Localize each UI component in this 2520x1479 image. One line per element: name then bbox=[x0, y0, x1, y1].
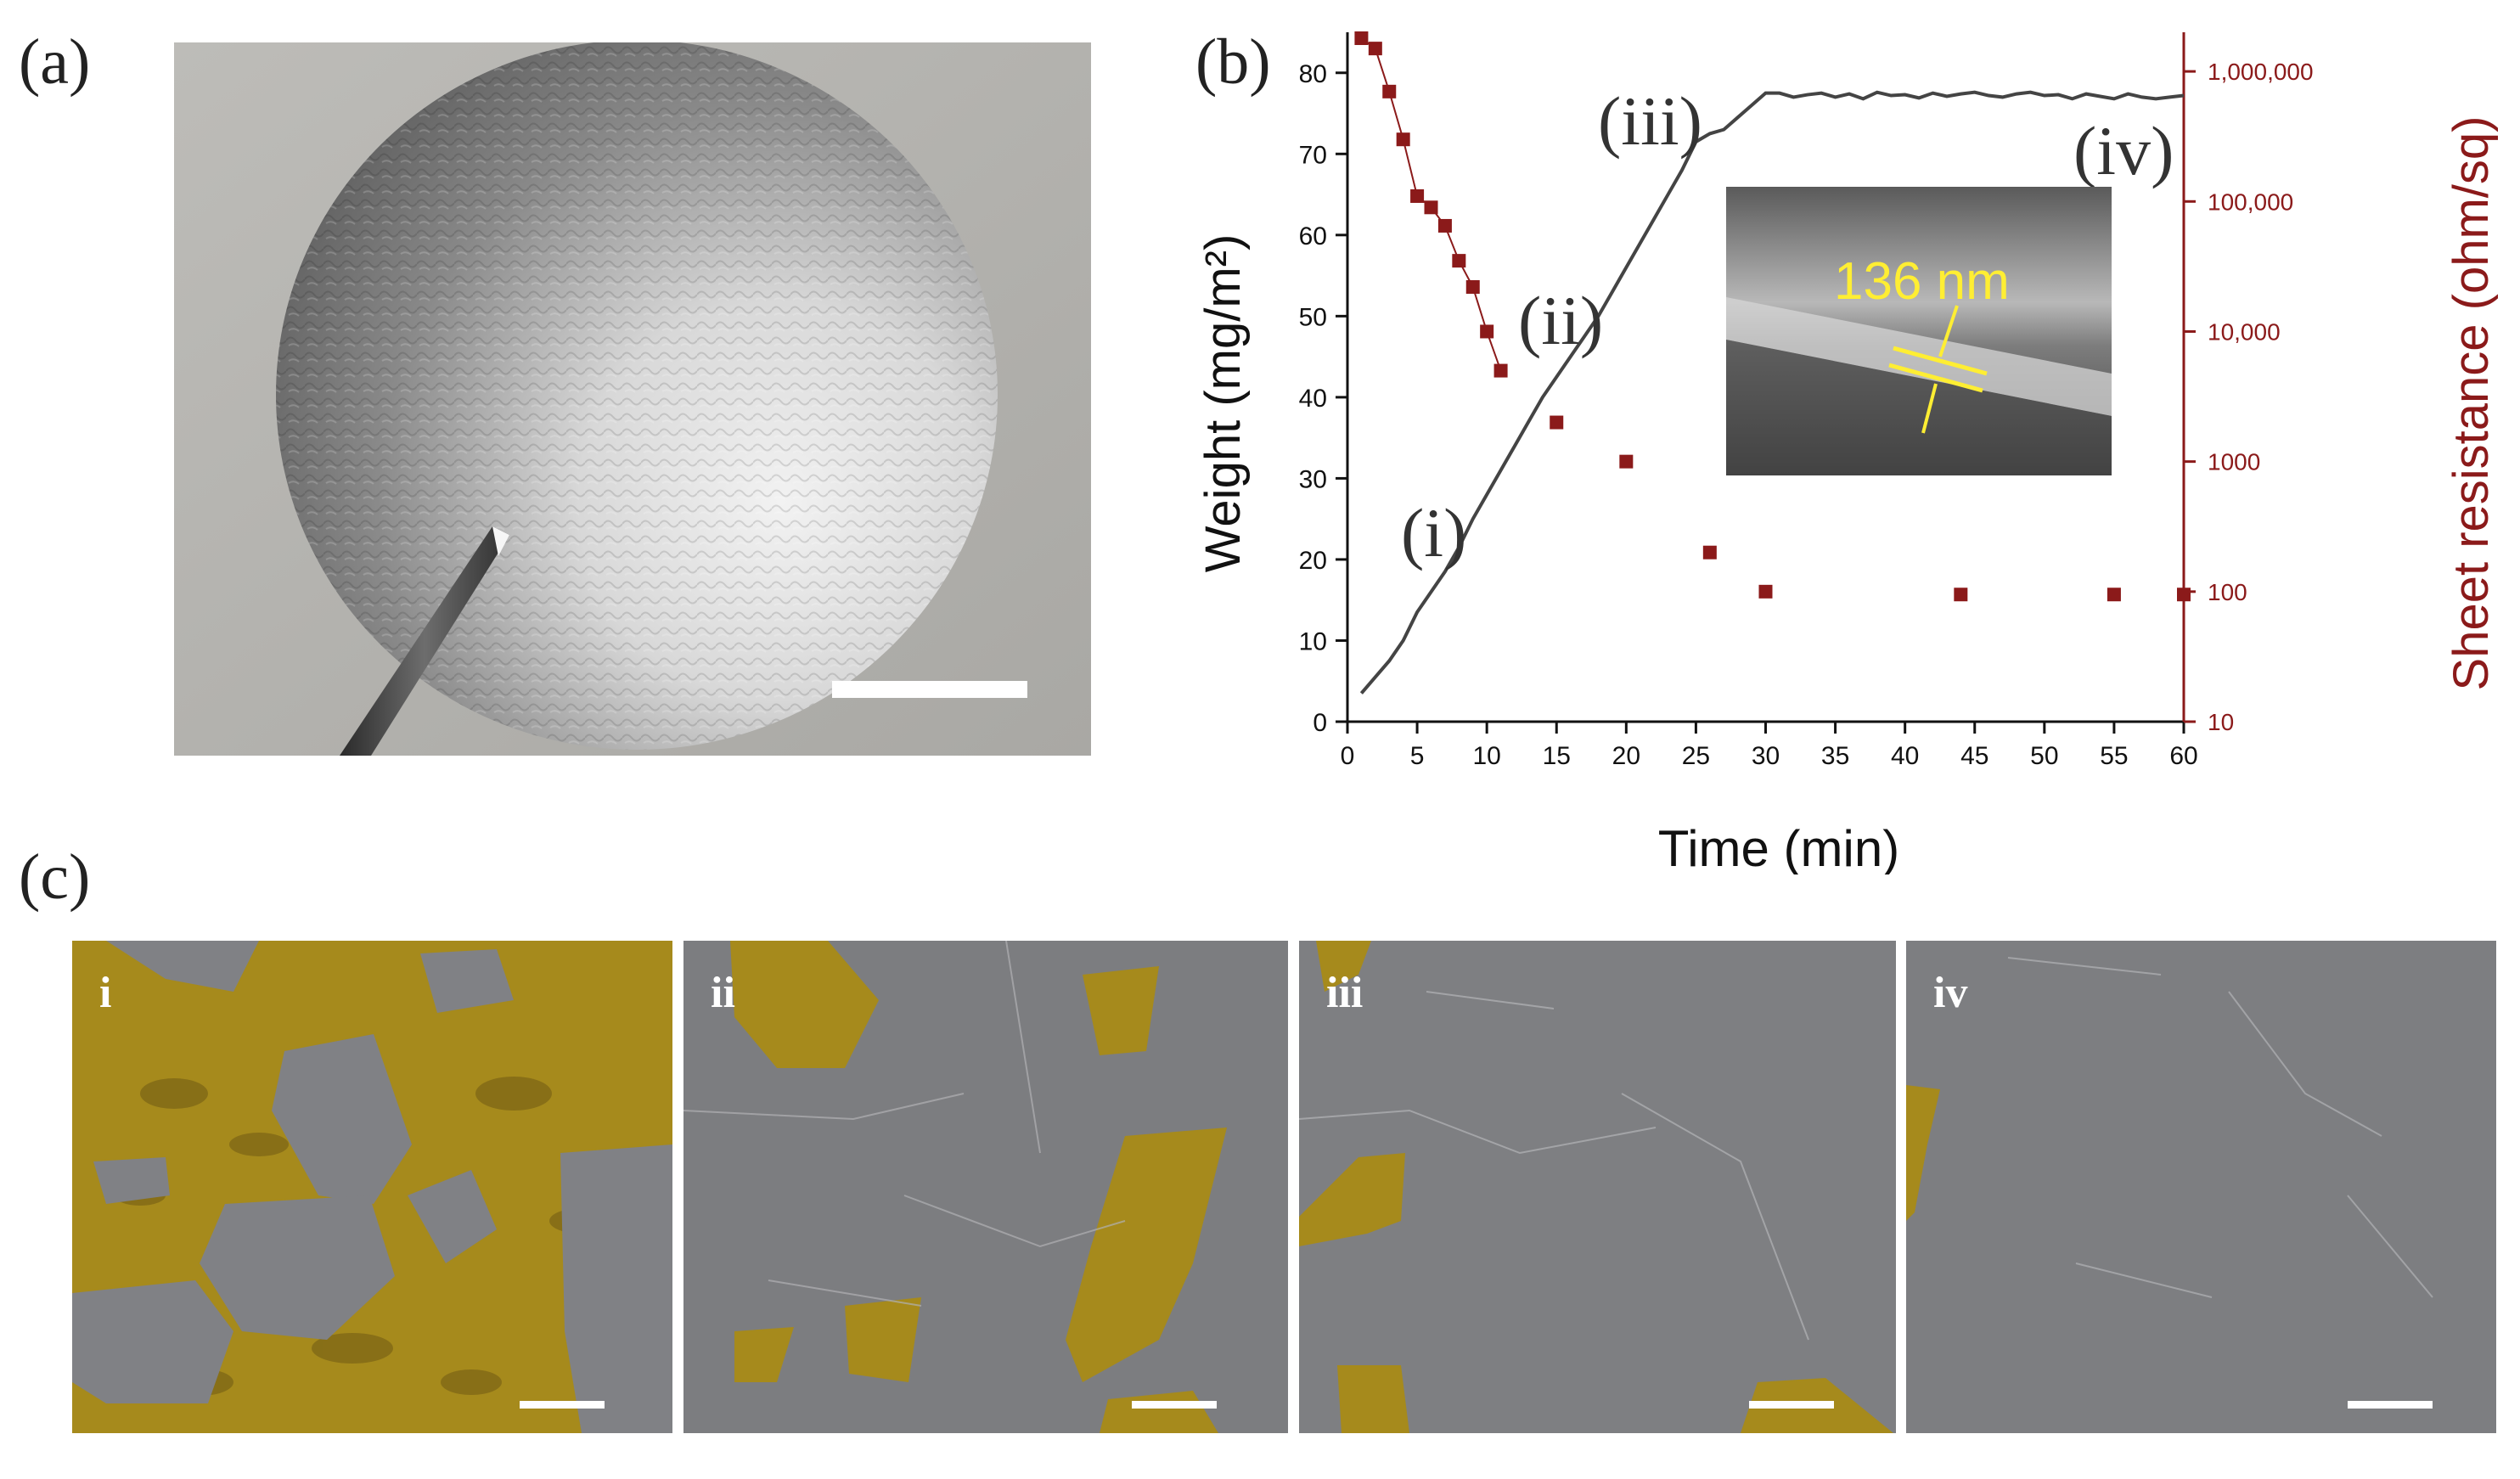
scale-bar-a bbox=[832, 681, 1027, 698]
resistance-point bbox=[1424, 200, 1438, 215]
resistance-point bbox=[1354, 31, 1369, 46]
x-tick-label: 55 bbox=[2100, 742, 2128, 770]
x-tick-label: 25 bbox=[1682, 742, 1710, 770]
resistance-point bbox=[1954, 588, 1968, 602]
resistance-point bbox=[1452, 254, 1466, 268]
x-tick-label: 60 bbox=[2169, 742, 2197, 770]
panel-label-b: (b) bbox=[1195, 26, 1271, 98]
y-right-tick-label: 10 bbox=[2208, 709, 2234, 735]
y-right-tick-label: 1000 bbox=[2208, 449, 2260, 475]
scale-bar-iii bbox=[1749, 1401, 1834, 1409]
membrane-photo bbox=[174, 40, 1091, 756]
resistance-point bbox=[1702, 545, 1717, 560]
sem-panel-iv-label: iv bbox=[1933, 969, 1968, 1017]
x-tick-label: 20 bbox=[1612, 742, 1640, 770]
chart-svg: 0 5 10 15 20 25 30 35 40 45 50 55 60 0 10 20 30 40 50 60 70 8… bbox=[1195, 31, 2499, 877]
y-tick-label: 0 bbox=[1313, 709, 1327, 737]
resistance-point bbox=[2107, 588, 2121, 602]
sem-panel-iii-label: iii bbox=[1326, 969, 1364, 1017]
sem-panel-ii-label: ii bbox=[711, 969, 735, 1017]
y-tick-label: 70 bbox=[1299, 141, 1327, 169]
membrane-photo-image bbox=[174, 40, 1091, 756]
x-tick-label: 10 bbox=[1472, 742, 1500, 770]
resistance-point bbox=[1465, 280, 1480, 295]
resistance-point bbox=[2177, 588, 2191, 602]
x-tick-label: 15 bbox=[1543, 742, 1571, 770]
y-tick-label: 20 bbox=[1299, 547, 1327, 575]
annotation-i: (i) bbox=[1401, 494, 1466, 571]
y-tick-label: 40 bbox=[1299, 385, 1327, 413]
tweezer bbox=[340, 526, 509, 756]
panel-label-c: (c) bbox=[19, 841, 91, 913]
y-right-tick-label: 10,000 bbox=[2208, 318, 2281, 345]
x-tick-label: 0 bbox=[1341, 742, 1355, 770]
x-tick-label: 30 bbox=[1752, 742, 1780, 770]
weight-series-line bbox=[1359, 90, 2185, 695]
x-tick-label: 45 bbox=[1960, 742, 1988, 770]
x-tick-label: 5 bbox=[1410, 742, 1425, 770]
x-tick-label: 35 bbox=[1821, 742, 1849, 770]
resistance-point bbox=[1396, 132, 1410, 147]
cross-section-inset: 136 nm bbox=[1726, 187, 2112, 475]
annotation-ii: (ii) bbox=[1518, 282, 1603, 359]
scale-bar-ii bbox=[1132, 1401, 1217, 1409]
y-right-axis-title: Sheet resistance (ohm/sq) bbox=[2444, 116, 2499, 691]
y-right-tick-label: 100,000 bbox=[2208, 188, 2293, 215]
resistance-point bbox=[1437, 218, 1452, 233]
x-axis-title: Time (min) bbox=[1658, 820, 1899, 874]
x-tick-label: 50 bbox=[2030, 742, 2058, 770]
scale-bar-i bbox=[520, 1401, 605, 1409]
sem-panel-i: i bbox=[72, 941, 672, 1433]
sem-panel-iv: iv bbox=[1906, 941, 2496, 1433]
resistance-point bbox=[1480, 324, 1494, 339]
y-right-tick-label: 100 bbox=[2208, 579, 2247, 605]
resistance-point bbox=[1493, 363, 1508, 378]
y-tick-label: 80 bbox=[1299, 60, 1327, 88]
resistance-point bbox=[1410, 188, 1425, 203]
panel-label-a: (a) bbox=[19, 26, 91, 98]
annotation-iii: (iii) bbox=[1598, 82, 1702, 160]
sem-panel-iii: iii bbox=[1299, 941, 1896, 1433]
resistance-point bbox=[1382, 84, 1397, 98]
y-tick-label: 60 bbox=[1299, 222, 1327, 250]
scale-bar-iv bbox=[2348, 1401, 2433, 1409]
y-axis-title: Weight (mg/m²) bbox=[1195, 234, 1251, 573]
weight-resistance-chart: 0 5 10 15 20 25 30 35 40 45 50 55 60 0 10 20 30 40 50 60 70 8… bbox=[1172, 17, 2520, 877]
y-right-tick-label: 1,000,000 bbox=[2208, 59, 2314, 85]
y-tick-label: 10 bbox=[1299, 627, 1327, 655]
resistance-point bbox=[1619, 454, 1634, 469]
sem-panel-i-label: i bbox=[99, 969, 112, 1017]
y-tick-label: 50 bbox=[1299, 303, 1327, 331]
x-tick-label: 40 bbox=[1891, 742, 1919, 770]
sem-panel-ii: ii bbox=[683, 941, 1288, 1433]
inset-thickness-label: 136 nm bbox=[1834, 252, 2010, 311]
y-tick-label: 30 bbox=[1299, 465, 1327, 493]
resistance-point bbox=[1758, 584, 1773, 599]
resistance-point bbox=[1368, 42, 1382, 56]
annotation-iv: (iv) bbox=[2073, 112, 2174, 189]
resistance-point bbox=[1550, 415, 1564, 430]
